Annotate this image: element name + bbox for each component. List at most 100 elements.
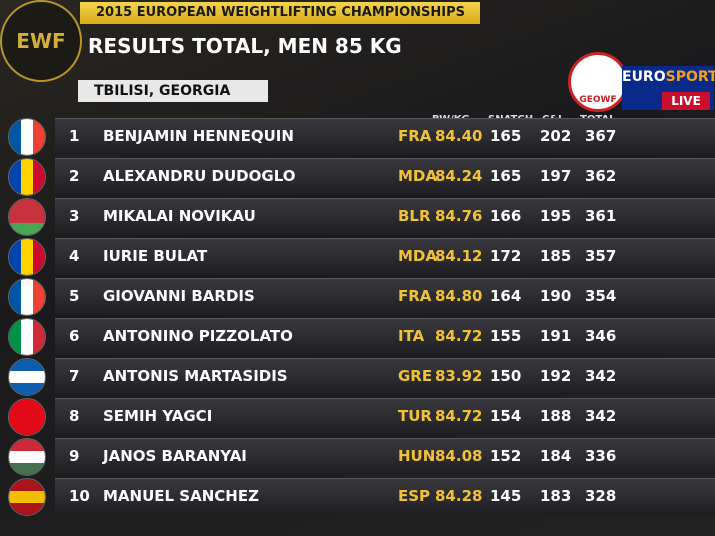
snatch: 166	[490, 207, 522, 225]
flag-stripe	[9, 211, 45, 223]
flag	[8, 118, 46, 156]
total: 328	[585, 487, 617, 505]
rank: 3	[69, 207, 80, 225]
athlete-name: MANUEL SANCHEZ	[103, 487, 259, 505]
row-band	[55, 398, 715, 435]
bodyweight: 84.08	[435, 447, 483, 465]
flag	[8, 238, 46, 276]
snatch: 172	[490, 247, 522, 265]
flag-stripe	[9, 411, 45, 423]
country: GRE	[398, 367, 433, 385]
flag	[8, 438, 46, 476]
row-band	[55, 238, 715, 275]
athlete-name: SEMIH YAGCI	[103, 407, 213, 425]
athlete-name: GIOVANNI BARDIS	[103, 287, 255, 305]
clean-jerk: 191	[540, 327, 572, 345]
flag	[8, 398, 46, 436]
flag-stripe	[21, 119, 33, 155]
rank: 4	[69, 247, 80, 265]
flag-stripe	[9, 319, 21, 355]
flag	[8, 158, 46, 196]
snatch: 152	[490, 447, 522, 465]
total: 336	[585, 447, 617, 465]
row-band	[55, 358, 715, 395]
athlete-name: ANTONIS MARTASIDIS	[103, 367, 288, 385]
country: MDA	[398, 247, 437, 265]
flag-stripe	[33, 119, 45, 155]
clean-jerk: 190	[540, 287, 572, 305]
flag-stripe	[21, 159, 33, 195]
row-band	[55, 198, 715, 235]
snatch: 164	[490, 287, 522, 305]
flag-stripe	[9, 119, 21, 155]
country: HUN	[398, 447, 436, 465]
total: 342	[585, 367, 617, 385]
country: BLR	[398, 207, 431, 225]
subtitle: RESULTS TOTAL, MEN 85 KG	[88, 34, 402, 58]
location: TBILISI, GEORGIA	[78, 80, 268, 102]
rank: 6	[69, 327, 80, 345]
logo: EWF	[0, 0, 82, 82]
clean-jerk: 195	[540, 207, 572, 225]
flag-stripe	[9, 491, 45, 503]
total: 354	[585, 287, 617, 305]
country: ESP	[398, 487, 431, 505]
flag-stripe	[9, 383, 45, 395]
flag-stripe	[21, 239, 33, 275]
flag-stripe	[9, 239, 21, 275]
flag-stripe	[33, 239, 45, 275]
flag-stripe	[9, 371, 45, 383]
federation-logo: GEOWF	[568, 52, 628, 112]
country: FRA	[398, 287, 432, 305]
snatch: 145	[490, 487, 522, 505]
flag-stripe	[9, 359, 45, 371]
flag	[8, 278, 46, 316]
athlete-name: ANTONINO PIZZOLATO	[103, 327, 293, 345]
flag-stripe	[33, 319, 45, 355]
row-band	[55, 478, 715, 515]
rank: 8	[69, 407, 80, 425]
clean-jerk: 197	[540, 167, 572, 185]
bodyweight: 84.40	[435, 127, 483, 145]
flag-stripe	[9, 279, 21, 315]
clean-jerk: 192	[540, 367, 572, 385]
total: 362	[585, 167, 617, 185]
athlete-name: MIKALAI NOVIKAU	[103, 207, 256, 225]
live-badge: LIVE	[662, 92, 710, 110]
rank: 5	[69, 287, 80, 305]
total: 342	[585, 407, 617, 425]
flag-stripe	[9, 439, 45, 451]
country: MDA	[398, 167, 437, 185]
total: 346	[585, 327, 617, 345]
snatch: 150	[490, 367, 522, 385]
bodyweight: 84.76	[435, 207, 483, 225]
title: 2015 EUROPEAN WEIGHTLIFTING CHAMPIONSHIP…	[80, 2, 480, 24]
broadcaster-part: SPORT	[665, 69, 715, 85]
athlete-name: JANOS BARANYAI	[103, 447, 247, 465]
bodyweight: 84.72	[435, 327, 483, 345]
flag	[8, 318, 46, 356]
flag-stripe	[9, 159, 21, 195]
broadcaster-part: EURO	[622, 69, 666, 85]
country: ITA	[398, 327, 425, 345]
flag	[8, 198, 46, 236]
athlete-name: ALEXANDRU DUDOGLO	[103, 167, 296, 185]
athlete-name: BENJAMIN HENNEQUIN	[103, 127, 294, 145]
flag-stripe	[9, 223, 45, 235]
clean-jerk: 188	[540, 407, 572, 425]
row-band	[55, 438, 715, 475]
snatch: 155	[490, 327, 522, 345]
total: 357	[585, 247, 617, 265]
rank: 7	[69, 367, 80, 385]
bodyweight: 84.72	[435, 407, 483, 425]
flag-stripe	[9, 479, 45, 491]
flag-stripe	[9, 399, 45, 411]
flag	[8, 478, 46, 516]
row-band	[55, 318, 715, 355]
row-band	[55, 278, 715, 315]
rank: 9	[69, 447, 80, 465]
flag-stripe	[21, 319, 33, 355]
athlete-name: IURIE BULAT	[103, 247, 208, 265]
bodyweight: 84.12	[435, 247, 483, 265]
